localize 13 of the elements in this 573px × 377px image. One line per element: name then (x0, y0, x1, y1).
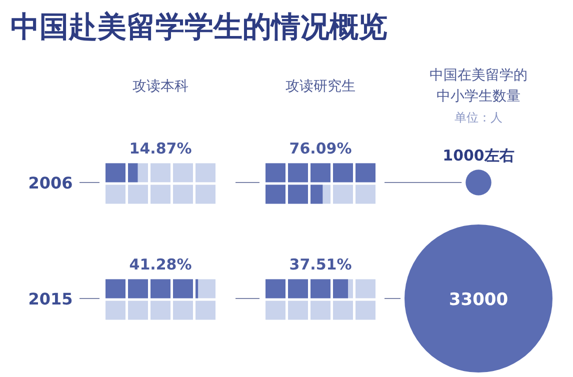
data-label: 37.51% (289, 255, 352, 274)
data-label: 1000左右 (442, 146, 514, 165)
data-label: 14.87% (129, 139, 192, 158)
legend-label: 攻读本科 (132, 78, 188, 94)
data-label: 33000 (448, 290, 508, 310)
legend-label: 攻读研究生 (286, 78, 356, 94)
data-label: 41.28% (129, 255, 192, 274)
text: 中国赴美留学学生的情况概览 (10, 10, 388, 44)
category-label: 2006 (28, 174, 73, 192)
text: 中国在美留学的中小学生数量 (430, 68, 528, 104)
text: 单位：人 (454, 110, 502, 124)
category-label: 2015 (28, 290, 73, 308)
data-label: 76.09% (289, 139, 352, 158)
